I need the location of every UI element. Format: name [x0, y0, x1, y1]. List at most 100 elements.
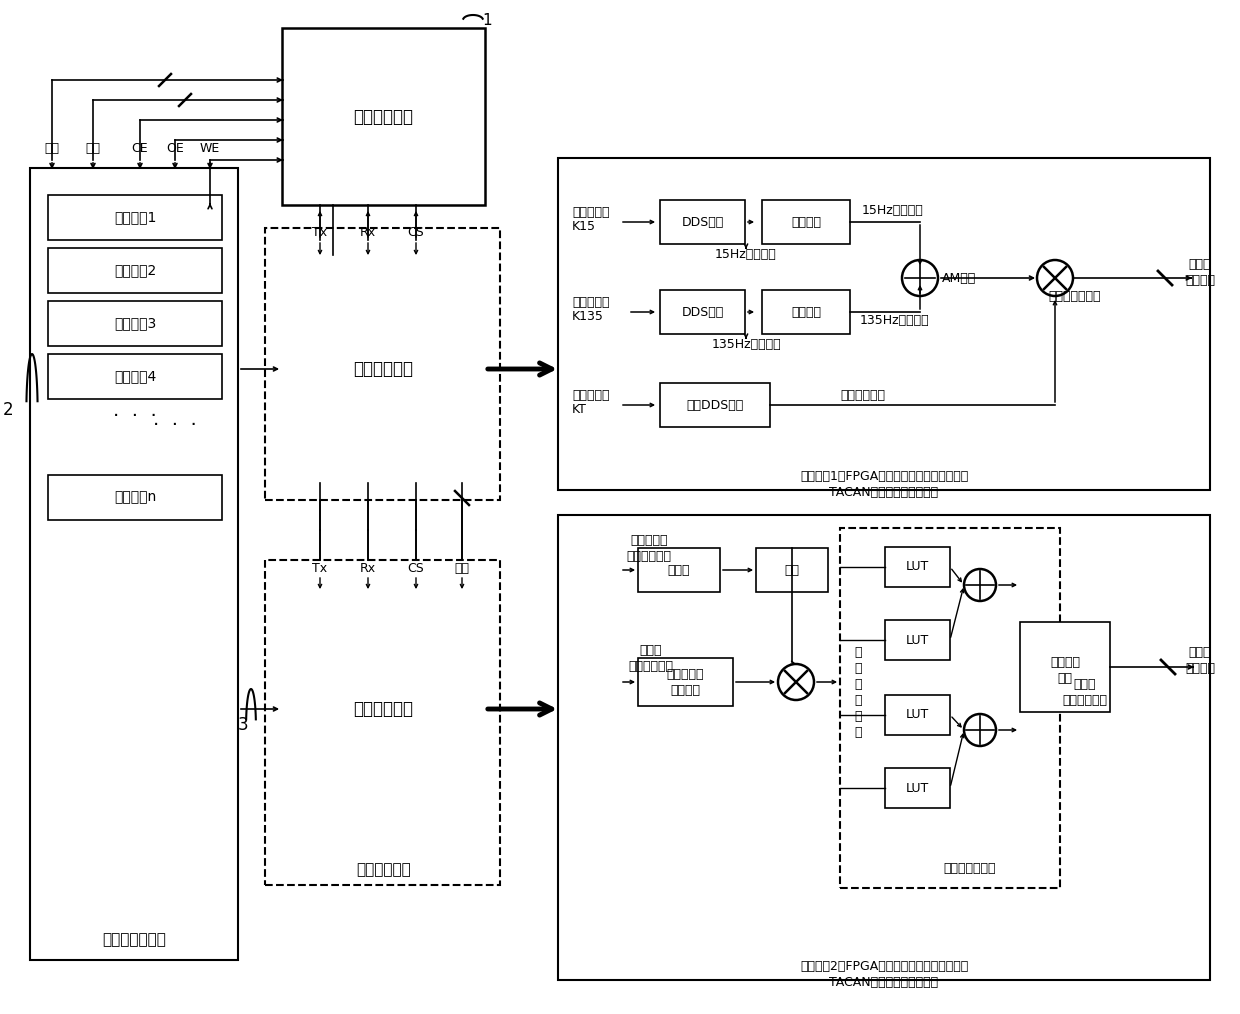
Text: 地址: 地址: [86, 142, 100, 154]
Text: WE: WE: [200, 142, 221, 154]
Text: 基准及测距: 基准及测距: [630, 533, 668, 547]
FancyBboxPatch shape: [660, 383, 770, 427]
FancyBboxPatch shape: [281, 255, 485, 483]
Text: K135: K135: [572, 309, 604, 322]
FancyBboxPatch shape: [281, 588, 485, 830]
FancyBboxPatch shape: [558, 515, 1210, 980]
Text: K15: K15: [572, 219, 596, 232]
Text: 存储页面1的FPGA执行代码对应的功能框图：: 存储页面1的FPGA执行代码对应的功能框图：: [800, 469, 968, 483]
Text: 二次调制模块: 二次调制模块: [353, 700, 413, 718]
Text: DDS模块: DDS模块: [681, 305, 724, 318]
Text: 与脉冲对齐: 与脉冲对齐: [667, 667, 704, 680]
Text: 存储页面2的FPGA执行代码对应的功能框图：: 存储页面2的FPGA执行代码对应的功能框图：: [800, 959, 968, 972]
Text: ·  ·  ·: · · ·: [113, 407, 157, 426]
Text: 第二级: 第二级: [1189, 647, 1211, 659]
FancyBboxPatch shape: [48, 475, 222, 520]
Text: 延迟: 延迟: [785, 564, 800, 577]
Text: KT: KT: [572, 403, 587, 416]
Text: 载波DDS模块: 载波DDS模块: [687, 399, 744, 412]
FancyBboxPatch shape: [558, 158, 1210, 490]
FancyBboxPatch shape: [281, 28, 485, 205]
Text: 存储页面1: 存储页面1: [114, 211, 156, 224]
Text: 频率控制字: 频率控制字: [572, 295, 610, 308]
Text: Tx: Tx: [312, 562, 327, 575]
FancyBboxPatch shape: [30, 168, 238, 960]
Text: 分: 分: [854, 725, 862, 738]
Text: 第一级: 第一级: [1189, 258, 1211, 271]
FancyBboxPatch shape: [1021, 622, 1110, 712]
FancyBboxPatch shape: [48, 248, 222, 293]
Text: 存储页面3: 存储页面3: [114, 316, 156, 331]
Text: 至二次调制模块: 至二次调制模块: [1049, 290, 1101, 302]
Text: TACAN第一级调制原理框图: TACAN第一级调制原理框图: [830, 486, 939, 499]
Text: CE: CE: [131, 142, 149, 154]
Text: 幅度调整: 幅度调整: [791, 305, 821, 318]
Text: 基带脉冲输入: 基带脉冲输入: [626, 550, 672, 563]
FancyBboxPatch shape: [763, 290, 849, 334]
Text: 2: 2: [2, 401, 14, 419]
Text: Rx: Rx: [360, 562, 376, 575]
Text: 相: 相: [854, 710, 862, 723]
Text: 输出至: 输出至: [1074, 678, 1096, 692]
Text: DDS模块: DDS模块: [681, 216, 724, 228]
Text: 调制数据: 调制数据: [1185, 274, 1215, 287]
FancyBboxPatch shape: [265, 228, 500, 500]
FancyBboxPatch shape: [48, 354, 222, 399]
Text: 配置流存储单元: 配置流存储单元: [102, 933, 166, 947]
Text: 分相法成形滤波: 分相法成形滤波: [944, 862, 996, 874]
Text: 据: 据: [854, 677, 862, 691]
Text: LUT: LUT: [906, 634, 929, 647]
FancyBboxPatch shape: [660, 290, 745, 334]
Text: LUT: LUT: [906, 709, 929, 722]
Text: 3: 3: [238, 716, 248, 734]
Text: 1: 1: [482, 12, 492, 27]
Text: 15Hz调整系数: 15Hz调整系数: [715, 247, 777, 261]
Text: 数字中频载波: 数字中频载波: [839, 388, 885, 402]
Text: 数字调制单元: 数字调制单元: [356, 863, 410, 877]
Text: 幅度调整: 幅度调整: [791, 216, 821, 228]
Text: 数据: 数据: [455, 562, 470, 575]
FancyBboxPatch shape: [265, 560, 500, 885]
Text: 第一级: 第一级: [640, 644, 662, 656]
Text: 射: 射: [854, 646, 862, 658]
FancyBboxPatch shape: [756, 548, 828, 592]
Text: LUT: LUT: [906, 561, 929, 574]
Text: CS: CS: [408, 562, 424, 575]
Text: AM叠加: AM叠加: [942, 272, 976, 285]
Text: 频率控制字: 频率控制字: [572, 206, 610, 218]
Text: 加载控制单元: 加载控制单元: [353, 107, 413, 126]
Text: ·  ·  ·: · · ·: [153, 416, 197, 435]
Text: 15Hz数字包络: 15Hz数字包络: [862, 204, 924, 217]
Text: OE: OE: [166, 142, 184, 154]
Text: TACAN第二级调制原理框图: TACAN第二级调制原理框图: [830, 975, 939, 989]
Text: 调制数据: 调制数据: [1185, 662, 1215, 675]
FancyBboxPatch shape: [885, 620, 950, 660]
Text: 135Hz数字包络: 135Hz数字包络: [861, 313, 930, 327]
Text: Rx: Rx: [360, 225, 376, 238]
FancyBboxPatch shape: [48, 301, 222, 346]
FancyBboxPatch shape: [48, 195, 222, 240]
Text: 频率控制字: 频率控制字: [572, 388, 610, 402]
FancyBboxPatch shape: [885, 695, 950, 735]
Text: 存储页面n: 存储页面n: [114, 491, 156, 505]
Text: 一次调制模块: 一次调制模块: [353, 360, 413, 378]
Text: 数据: 数据: [45, 142, 60, 154]
Text: 135Hz调整系数: 135Hz调整系数: [712, 338, 781, 351]
Text: 存储页面2: 存储页面2: [114, 264, 156, 278]
FancyBboxPatch shape: [885, 768, 950, 808]
Text: 数字调制输入: 数字调制输入: [627, 659, 673, 672]
Text: 数: 数: [854, 694, 862, 707]
FancyBboxPatch shape: [885, 547, 950, 587]
Text: 格式转换: 格式转换: [1050, 656, 1080, 669]
FancyBboxPatch shape: [639, 548, 720, 592]
Text: 数据: 数据: [1058, 672, 1073, 685]
Text: 包络相位: 包络相位: [671, 683, 701, 697]
Text: CS: CS: [408, 225, 424, 238]
Text: 存储页面4: 存储页面4: [114, 369, 156, 383]
FancyBboxPatch shape: [763, 200, 849, 244]
Text: 数模转换单元: 数模转换单元: [1063, 695, 1107, 708]
Text: 编码器: 编码器: [668, 564, 691, 577]
FancyBboxPatch shape: [660, 200, 745, 244]
FancyBboxPatch shape: [839, 528, 1060, 888]
Text: 映: 映: [854, 661, 862, 674]
